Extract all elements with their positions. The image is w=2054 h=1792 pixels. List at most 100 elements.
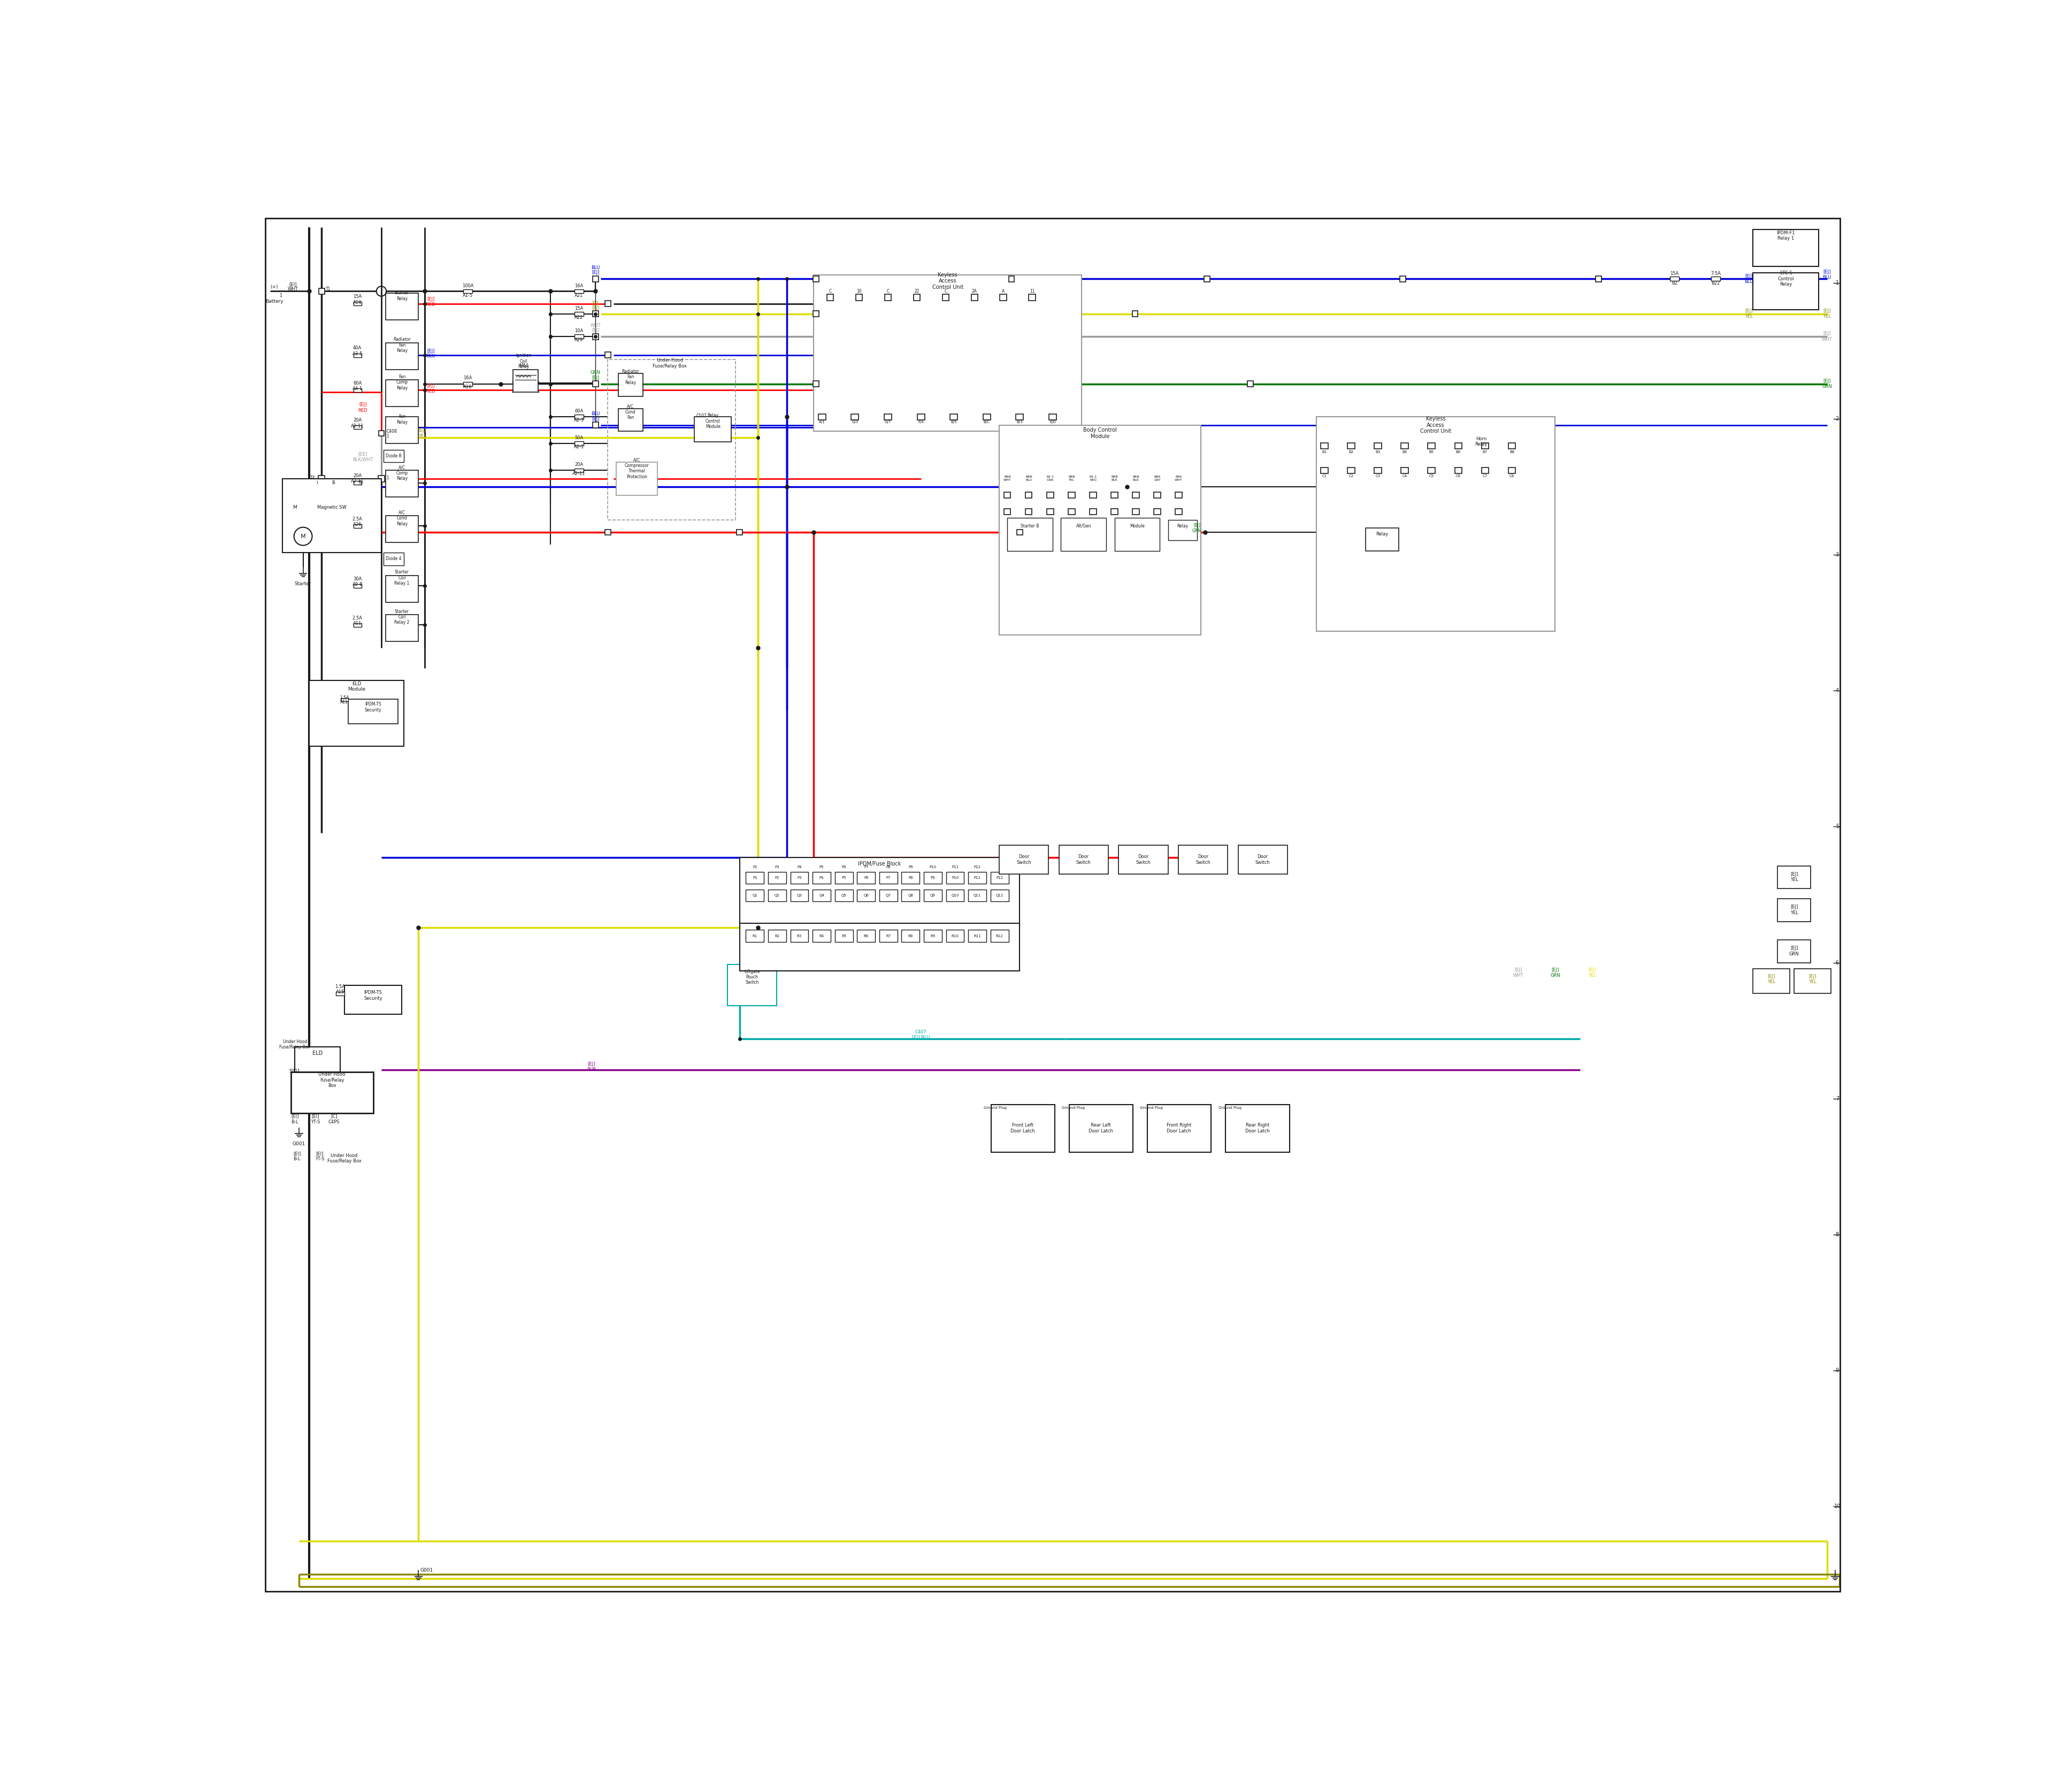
Text: R9: R9 [930, 934, 935, 937]
Bar [296, 1047, 341, 1072]
Bar [318, 475, 325, 482]
Bar [1111, 509, 1117, 514]
Bar [984, 414, 990, 419]
Bar [345, 986, 403, 1014]
Bar [318, 289, 325, 294]
Text: B7: B7 [1483, 450, 1487, 453]
Bar [1752, 229, 1818, 267]
Text: 40A
A3-5: 40A A3-5 [351, 346, 364, 357]
Text: WHT: WHT [288, 287, 298, 292]
Text: Q5: Q5 [842, 894, 846, 898]
Text: C408: C408 [386, 428, 396, 434]
Text: Door
Switch: Door Switch [1255, 855, 1269, 866]
Text: R10: R10 [951, 934, 959, 937]
Text: B/C: B/C [984, 421, 990, 425]
Text: [EJ]
YEL: [EJ] YEL [1791, 871, 1797, 882]
Text: Fan
Relay: Fan Relay [396, 414, 407, 425]
Text: P4: P4 [797, 866, 801, 869]
Text: M44: M44 [520, 364, 528, 367]
Text: 1: 1 [386, 434, 388, 439]
Bar [857, 873, 875, 883]
Bar [1154, 493, 1161, 498]
Text: A1-5: A1-5 [462, 294, 472, 297]
Bar [857, 930, 875, 943]
Text: 20A: 20A [575, 462, 583, 468]
Bar [353, 584, 362, 588]
Bar [310, 681, 405, 747]
Bar [1777, 866, 1810, 889]
Bar [813, 930, 830, 943]
Text: Diode B: Diode B [386, 453, 403, 459]
Text: BRK
GRY: BRK GRY [1154, 475, 1161, 482]
Text: [EI]
YT-S: [EI] YT-S [310, 1115, 320, 1124]
Text: [EI]
YT-S: [EI] YT-S [314, 1150, 325, 1161]
Bar [813, 274, 1082, 432]
Text: Front Right
Door Latch: Front Right Door Latch [1167, 1124, 1191, 1133]
Text: G001: G001 [292, 1142, 306, 1147]
Bar [918, 414, 924, 419]
Text: [EJ]
YEL: [EJ] YEL [1766, 973, 1775, 984]
Bar [1401, 276, 1405, 281]
Text: GRN: GRN [589, 371, 600, 375]
Bar [1091, 493, 1097, 498]
Bar [1423, 434, 1538, 459]
Text: Ground Plug: Ground Plug [1062, 1106, 1085, 1109]
Text: B5: B5 [1430, 450, 1434, 453]
Bar [768, 873, 787, 883]
Text: Q10: Q10 [951, 894, 959, 898]
Text: 2A: 2A [972, 289, 978, 294]
Text: 60A
A4-1: 60A A4-1 [353, 380, 364, 391]
Text: P3: P3 [774, 866, 778, 869]
Text: Starter B: Starter B [1021, 523, 1039, 529]
Text: B1: B1 [1323, 450, 1327, 453]
Text: S001: S001 [290, 1068, 300, 1073]
Text: Ignition
Coil
Relay: Ignition Coil Relay [516, 353, 532, 369]
Bar [902, 873, 920, 883]
Text: RED: RED [357, 409, 368, 414]
Text: IPDM-TS
Security: IPDM-TS Security [366, 702, 382, 713]
Text: [EJ]
BLU: [EJ] BLU [1822, 269, 1832, 280]
Text: Q3: Q3 [797, 894, 801, 898]
Text: Under Hood
Fuse/Relay
Box: Under Hood Fuse/Relay Box [318, 1072, 345, 1088]
Bar [1091, 509, 1097, 514]
Bar [834, 873, 852, 883]
Text: M: M [300, 534, 306, 539]
Bar [1017, 529, 1023, 536]
Bar [1401, 443, 1409, 448]
Bar [1115, 518, 1161, 550]
Bar [1454, 443, 1462, 448]
Text: A29: A29 [575, 337, 583, 342]
Text: Body Control
Module: Body Control Module [1082, 428, 1117, 439]
Text: P6: P6 [865, 876, 869, 880]
Bar [283, 478, 382, 552]
Bar [353, 301, 362, 306]
Text: B2: B2 [1672, 281, 1678, 285]
Text: 2.5A
A26: 2.5A A26 [353, 516, 362, 527]
Bar [1239, 846, 1288, 874]
Bar [594, 382, 598, 387]
Text: C8: C8 [1510, 475, 1514, 478]
Text: 11: 11 [1029, 289, 1035, 294]
Bar [1025, 493, 1031, 498]
Bar [514, 369, 538, 392]
Text: BLU: BLU [592, 265, 600, 271]
Bar [1204, 276, 1210, 281]
Bar [1247, 382, 1253, 387]
Text: B8: B8 [1510, 450, 1514, 453]
Bar [947, 873, 963, 883]
Text: Starter
Coil
Relay 2: Starter Coil Relay 2 [394, 609, 409, 625]
Text: B: B [333, 480, 335, 486]
Bar [353, 425, 362, 430]
Text: Ground Plug: Ground Plug [984, 1106, 1006, 1109]
Text: P11: P11 [951, 866, 959, 869]
Bar [1119, 846, 1169, 874]
Text: Rear Left
Door Latch: Rear Left Door Latch [1089, 1124, 1113, 1133]
Text: P12: P12 [996, 876, 1002, 880]
Text: C5: C5 [1430, 475, 1434, 478]
Bar [386, 615, 419, 642]
Text: [EJ]
YEL: [EJ] YEL [419, 428, 427, 439]
Text: [EJ]
WHT: [EJ] WHT [1822, 332, 1832, 342]
Text: A11: A11 [341, 699, 349, 704]
Bar [739, 923, 1019, 971]
Bar [1508, 443, 1516, 448]
